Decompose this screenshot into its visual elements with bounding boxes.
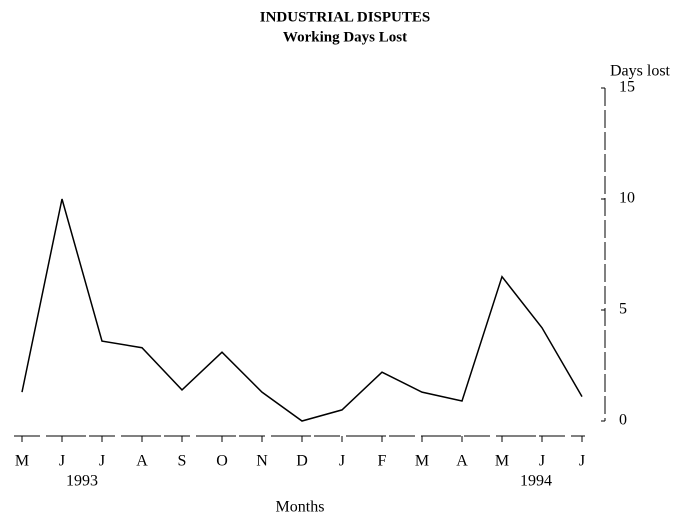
x-tick-label: J — [539, 453, 545, 470]
chart-subtitle: Working Days Lost — [283, 29, 407, 45]
x-tick-label: O — [216, 453, 228, 470]
x-tick-label: J — [99, 453, 105, 470]
x-tick-label: J — [59, 453, 65, 470]
x-tick-label: M — [415, 453, 429, 470]
year-label: 1994 — [520, 473, 552, 490]
x-tick-label: J — [579, 453, 585, 470]
y-tick-label: 0 — [619, 412, 627, 429]
chart-title: INDUSTRIAL DISPUTES — [260, 9, 430, 25]
x-tick-label: J — [339, 453, 345, 470]
x-tick-label: D — [296, 453, 308, 470]
x-tick-label: N — [256, 453, 268, 470]
y-tick-label: 15 — [619, 79, 635, 96]
x-tick-label: S — [178, 453, 187, 470]
y-axis-title: Days lost — [610, 63, 671, 80]
y-tick-label: 10 — [619, 190, 635, 207]
x-tick-label: M — [15, 453, 29, 470]
data-line — [21, 198, 583, 422]
x-tick-label: M — [495, 453, 509, 470]
x-tick-label: A — [456, 453, 468, 470]
y-tick-label: 5 — [619, 301, 627, 318]
x-axis-title: Months — [276, 499, 325, 516]
year-label: 1993 — [66, 473, 98, 490]
x-tick-label: F — [378, 453, 387, 470]
x-tick-label: A — [136, 453, 148, 470]
